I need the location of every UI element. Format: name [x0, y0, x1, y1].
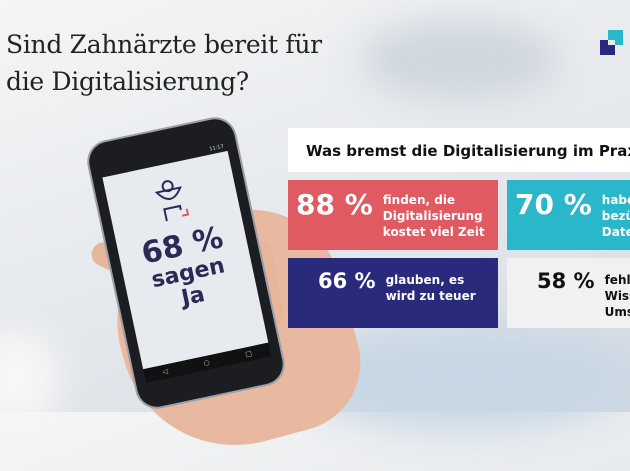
back-icon: ◁ — [161, 367, 169, 377]
stat-card-58: 58 % fehltWissUms — [507, 258, 630, 328]
stat-percent: 70 % — [515, 188, 592, 221]
stat-percent: 88 % — [296, 188, 373, 221]
title-line-2: die Digitalisierung? — [6, 67, 249, 96]
page-title: Sind Zahnärzte bereit für die Digitalisie… — [6, 26, 322, 100]
phone-screen: 68 % sagen Ja — [102, 150, 269, 370]
stat-percent: 58 % — [537, 269, 595, 293]
dentist-icon — [154, 180, 190, 222]
logo-icon — [600, 30, 626, 56]
stat-text: glauben, es wird zu teuer — [385, 273, 476, 303]
stat-text: finden, die Digitalisierung kostet viel Ze… — [382, 193, 485, 239]
stat-text: habebezüDate — [601, 193, 630, 239]
smartphone: 11:17 68 % sagen Ja ◁ ○ □ — [85, 115, 287, 411]
stat-card-66: 66 % glauben, es wird zu teuer — [288, 258, 498, 328]
question-header: Was bremst die Digitalisierung im Praxis — [288, 128, 630, 172]
stat-card-88: 88 % finden, die Digitalisierung kostet vi… — [288, 180, 498, 250]
recent-icon: □ — [244, 349, 253, 359]
stat-percent: 66 % — [318, 269, 376, 293]
stat-text: fehltWissUms — [604, 273, 630, 319]
stat-card-70: 70 % habebezüDate — [507, 180, 630, 250]
title-line-1: Sind Zahnärzte bereit für — [6, 30, 322, 59]
phone-line-2: Ja — [179, 282, 208, 312]
home-icon: ○ — [202, 358, 211, 368]
